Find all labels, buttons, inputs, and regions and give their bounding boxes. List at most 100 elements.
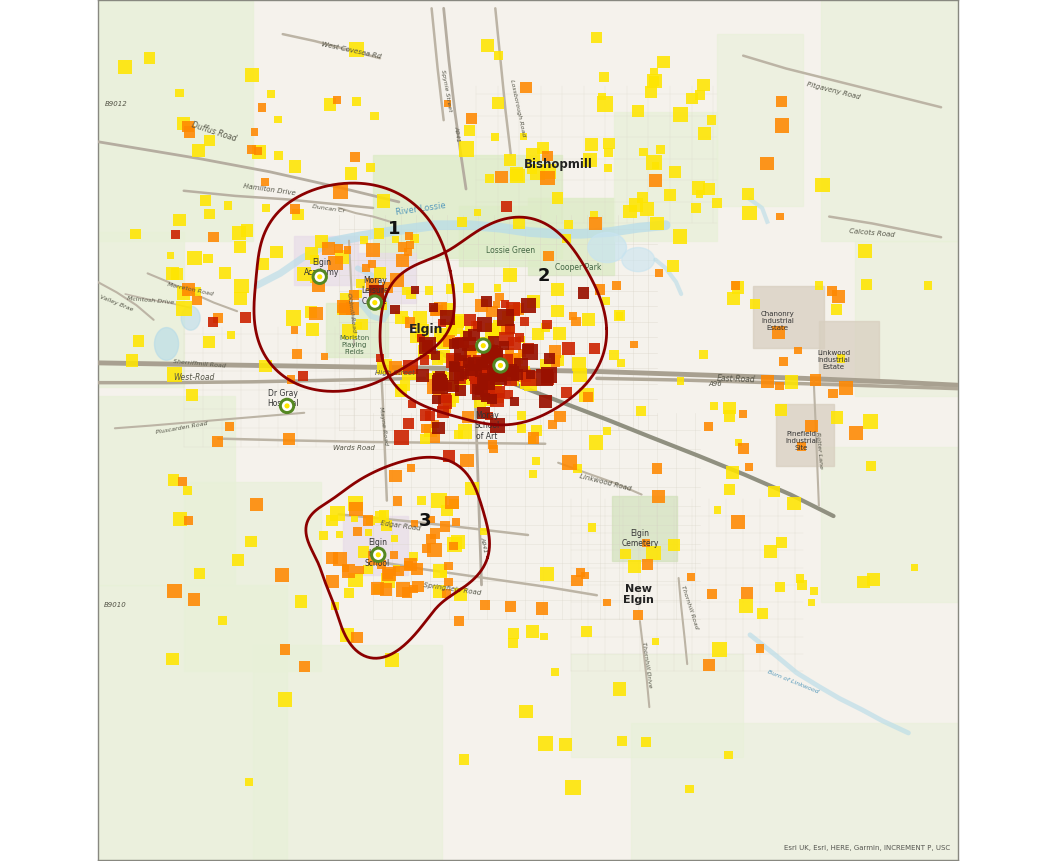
Bar (298, 371, 307, 381)
Bar (731, 515, 746, 530)
Bar (326, 552, 338, 564)
Text: Cooper Park: Cooper Park (554, 263, 601, 272)
Bar (410, 332, 421, 344)
Bar (588, 523, 597, 532)
Bar (468, 358, 482, 372)
Bar (469, 369, 482, 381)
Bar (294, 236, 358, 286)
Bar (219, 267, 231, 280)
Bar (177, 477, 187, 486)
Bar (471, 322, 479, 330)
Bar (343, 247, 352, 255)
Bar (348, 497, 362, 511)
Bar (391, 306, 400, 315)
Bar (437, 375, 446, 384)
Bar (797, 580, 807, 590)
Bar (416, 369, 429, 382)
Bar (258, 104, 266, 113)
Bar (421, 341, 434, 352)
Bar (512, 354, 523, 364)
Bar (636, 406, 646, 417)
Bar (738, 443, 749, 455)
Bar (344, 588, 354, 598)
Bar (628, 199, 643, 214)
Bar (328, 257, 342, 271)
Bar (441, 505, 453, 517)
Bar (345, 302, 359, 316)
Circle shape (284, 404, 289, 409)
Bar (377, 360, 393, 375)
Bar (526, 149, 540, 163)
Bar (543, 320, 552, 330)
Bar (644, 87, 657, 99)
Ellipse shape (622, 248, 655, 272)
Bar (425, 287, 433, 295)
Bar (444, 395, 456, 407)
Bar (474, 379, 485, 389)
Bar (432, 422, 445, 435)
Bar (602, 298, 610, 306)
Bar (571, 654, 743, 757)
Bar (796, 574, 805, 583)
Text: Duncan Cr: Duncan Cr (312, 204, 345, 214)
Bar (309, 256, 319, 264)
Circle shape (376, 553, 381, 558)
Bar (389, 470, 402, 483)
Bar (735, 439, 742, 447)
Bar (508, 629, 518, 639)
Bar (673, 108, 687, 123)
Bar (485, 324, 499, 338)
Circle shape (370, 298, 380, 308)
Bar (667, 540, 680, 552)
Bar (252, 646, 442, 860)
Bar (818, 321, 880, 383)
Bar (337, 306, 347, 315)
Bar (866, 461, 875, 471)
Bar (603, 599, 610, 606)
Bar (476, 360, 486, 369)
Bar (459, 207, 545, 267)
Bar (657, 57, 670, 69)
Text: Calcots Road: Calcots Road (849, 228, 895, 238)
Bar (508, 338, 522, 350)
Bar (523, 344, 534, 355)
Bar (589, 344, 600, 355)
Bar (775, 120, 789, 133)
Bar (863, 414, 878, 430)
Bar (232, 226, 246, 240)
Bar (419, 410, 431, 421)
Bar (194, 568, 205, 579)
Bar (603, 428, 611, 436)
Bar (488, 349, 504, 364)
Bar (366, 244, 380, 257)
Bar (526, 370, 534, 379)
Bar (775, 405, 787, 417)
Bar (233, 293, 247, 306)
Bar (739, 411, 747, 418)
Bar (476, 318, 492, 333)
Bar (396, 583, 410, 597)
Bar (454, 371, 468, 385)
Bar (321, 354, 328, 361)
Bar (333, 552, 346, 567)
Bar (171, 269, 183, 281)
Bar (459, 142, 474, 158)
Bar (490, 418, 505, 434)
Bar (518, 350, 527, 358)
Text: Pitgaveny Road: Pitgaveny Road (806, 81, 861, 101)
Bar (412, 581, 423, 592)
Bar (419, 356, 429, 365)
Bar (502, 312, 511, 321)
Bar (457, 373, 471, 386)
Bar (465, 482, 478, 496)
Bar (521, 367, 530, 376)
Bar (454, 338, 465, 347)
Bar (565, 780, 581, 796)
Bar (585, 139, 599, 152)
Bar (513, 306, 522, 314)
Bar (454, 588, 468, 601)
Bar (631, 722, 958, 860)
Bar (390, 552, 398, 560)
Bar (535, 602, 548, 615)
Bar (98, 396, 235, 585)
